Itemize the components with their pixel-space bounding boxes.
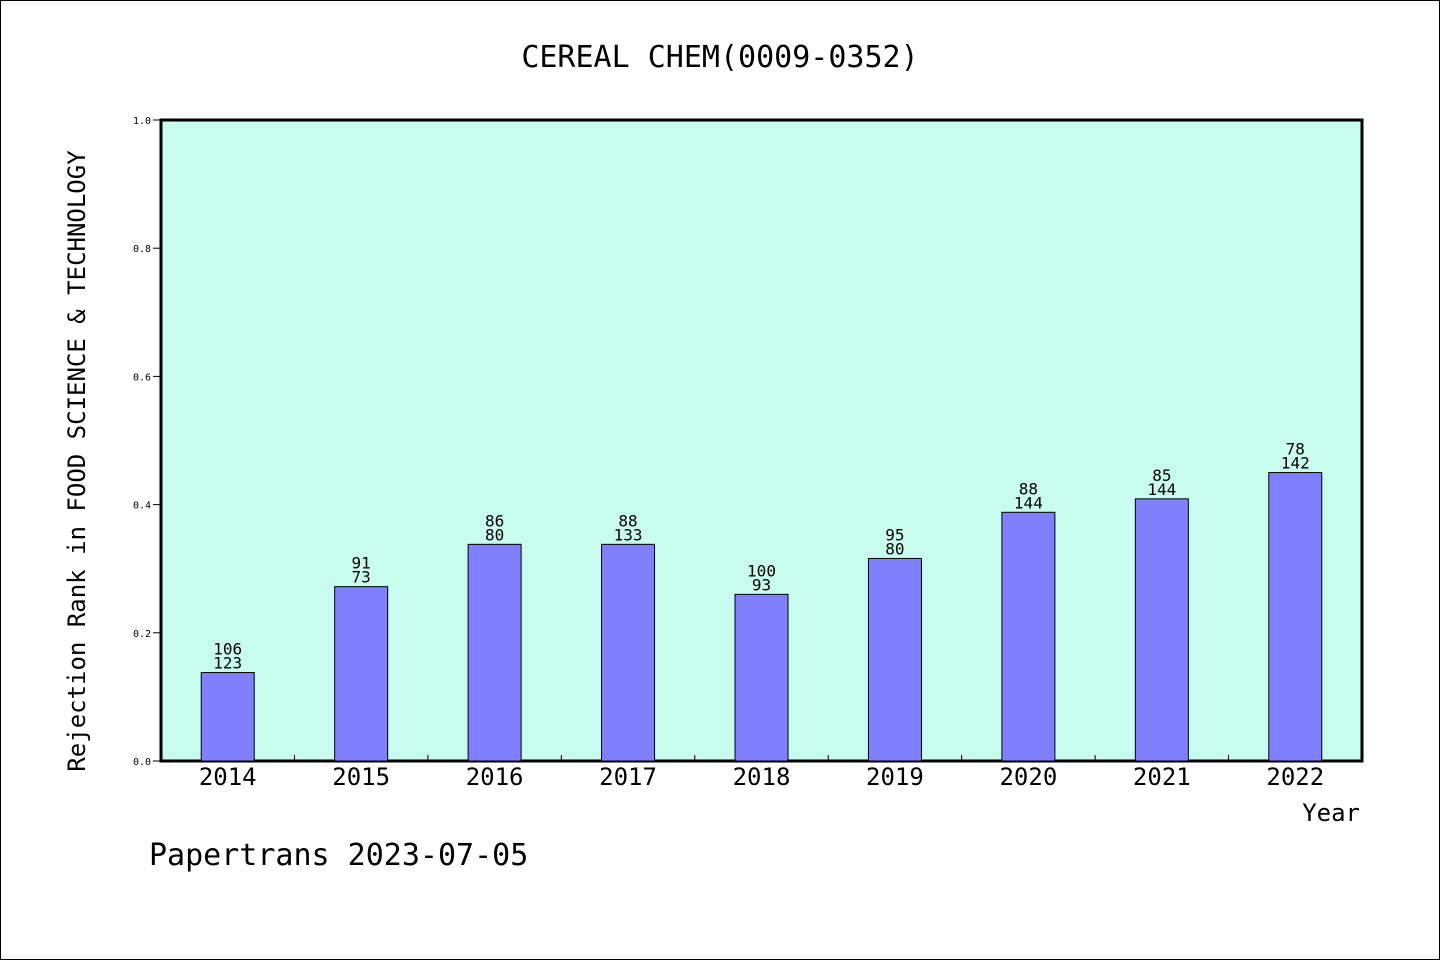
data-label-bottom: 93 [752, 575, 771, 594]
bar-2015 [334, 586, 389, 762]
data-label-top: 78 [1286, 440, 1305, 459]
bar-2017 [601, 543, 656, 762]
data-label-top: 88 [618, 511, 637, 530]
y-axis-label: Rejection Rank in FOOD SCIENCE & TECHNOL… [63, 150, 91, 772]
data-label-bottom: 144 [1014, 493, 1043, 512]
y-tick-label: 0.8 [133, 244, 151, 255]
bar-2020 [1001, 511, 1056, 762]
chart-title: CEREAL CHEM(0009-0352) [521, 40, 918, 75]
y-tick-label: 0.0 [133, 757, 151, 768]
bar-2021 [1134, 498, 1189, 762]
data-label-bottom: 142 [1281, 454, 1310, 473]
y-tick-label: 0.6 [133, 372, 151, 383]
data-label-bottom: 144 [1147, 480, 1176, 499]
footer-text: Papertrans 2023-07-05 [149, 838, 528, 873]
y-tick-label: 0.2 [133, 629, 151, 640]
data-label-bottom: 80 [485, 525, 504, 544]
x-tick-label: 2020 [999, 763, 1057, 791]
data-label-bottom: 73 [352, 568, 371, 587]
bar-2022 [1268, 472, 1323, 762]
bar-2016 [467, 543, 522, 762]
data-label-bottom: 133 [614, 525, 643, 544]
data-label-bottom: 80 [885, 539, 904, 558]
y-tick-label: 1.0 [133, 116, 151, 127]
x-tick-label: 2014 [199, 763, 257, 791]
bar-2019 [867, 557, 922, 762]
x-tick-label: 2017 [599, 763, 657, 791]
data-label-top: 91 [352, 554, 371, 573]
data-label-top: 86 [485, 511, 504, 530]
x-tick-label: 2022 [1266, 763, 1324, 791]
data-label-top: 106 [213, 640, 242, 659]
x-tick-label: 2015 [332, 763, 390, 791]
data-label-top: 88 [1019, 479, 1038, 498]
data-label-top: 100 [747, 561, 776, 580]
y-tick-label: 0.4 [133, 501, 151, 512]
data-label-top: 85 [1152, 466, 1171, 485]
bar-2014 [200, 672, 255, 762]
bar-2018 [734, 593, 789, 762]
data-label-top: 95 [885, 525, 904, 544]
x-tick-label: 2018 [733, 763, 791, 791]
data-label-bottom: 123 [213, 654, 242, 673]
x-tick-label: 2021 [1133, 763, 1191, 791]
x-axis-label: Year [1302, 799, 1360, 827]
x-tick-label: 2016 [466, 763, 524, 791]
x-tick-label: 2019 [866, 763, 924, 791]
